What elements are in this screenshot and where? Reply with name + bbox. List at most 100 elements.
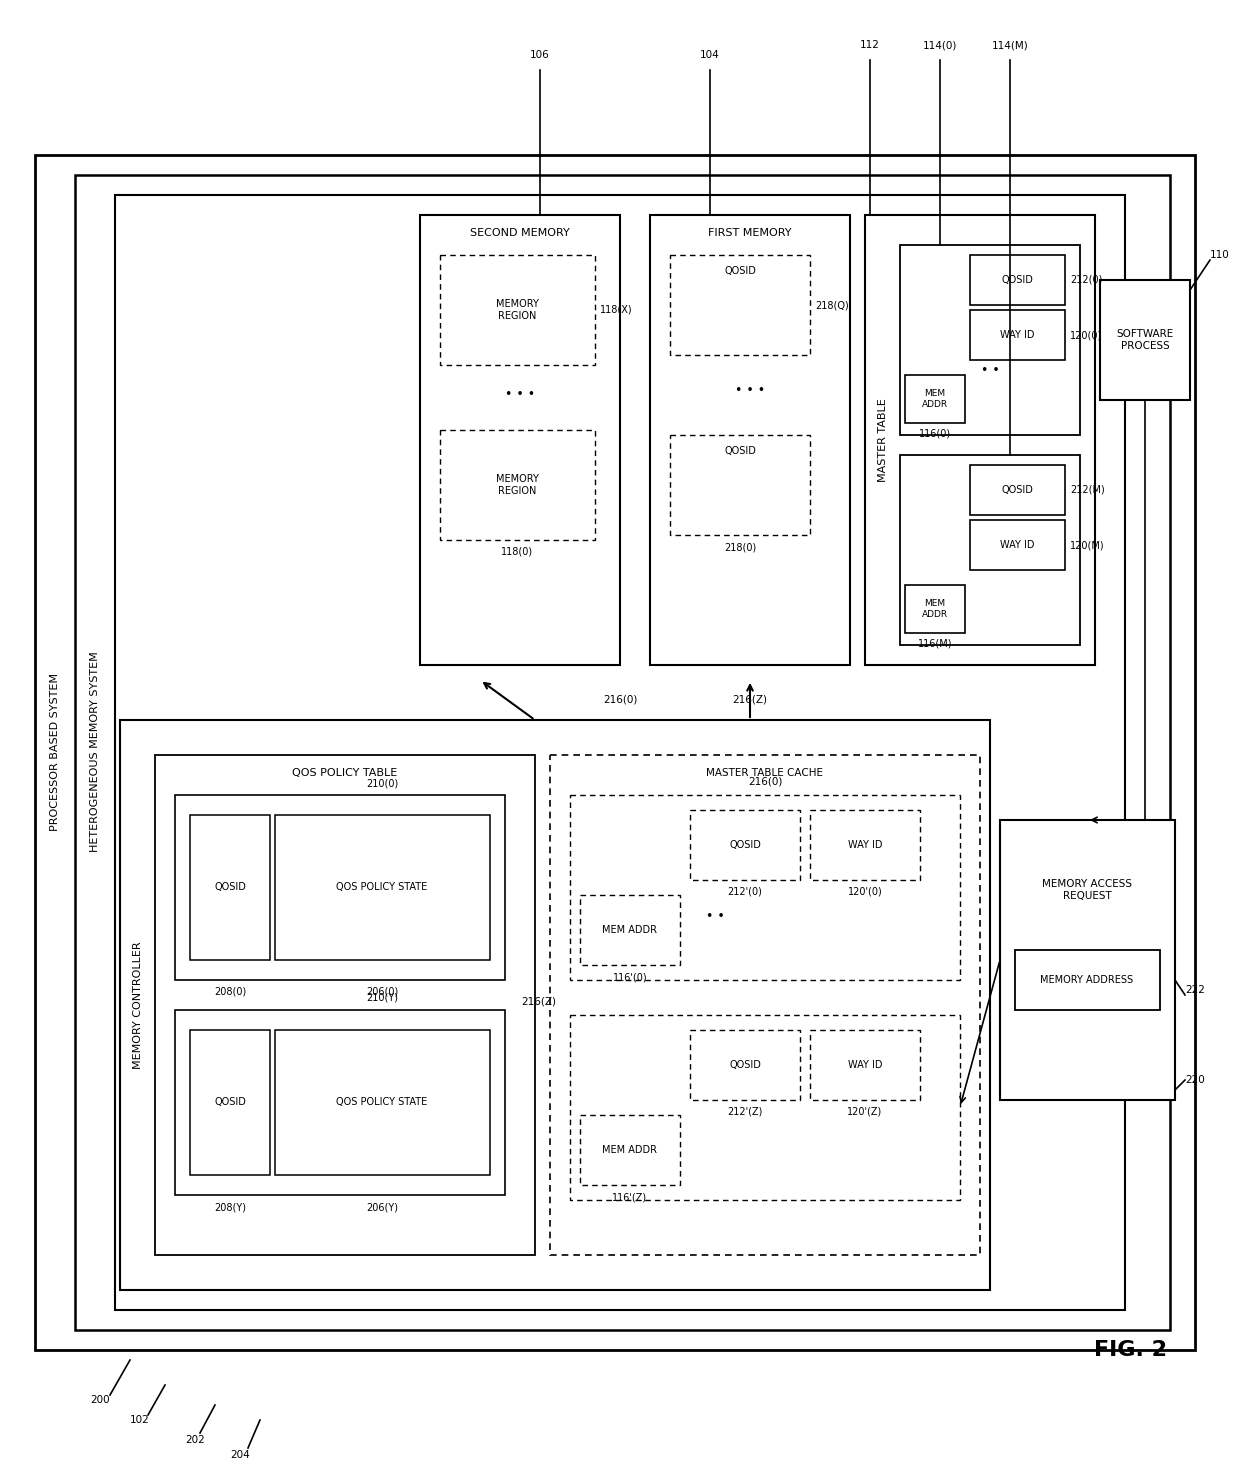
Text: 120(M): 120(M) bbox=[1070, 539, 1105, 550]
Text: MEMORY ADDRESS: MEMORY ADDRESS bbox=[1040, 975, 1133, 986]
Text: 120'(0): 120'(0) bbox=[848, 888, 883, 897]
Bar bbox=[190, 1030, 270, 1175]
Text: MEMORY ACCESS
REQUEST: MEMORY ACCESS REQUEST bbox=[1042, 879, 1132, 901]
Text: 116'(0): 116'(0) bbox=[613, 972, 647, 983]
Bar bbox=[970, 465, 1065, 516]
Text: 116(M): 116(M) bbox=[918, 637, 952, 648]
Bar bbox=[1100, 280, 1190, 400]
Bar bbox=[670, 255, 810, 356]
Text: MEMORY CONTROLLER: MEMORY CONTROLLER bbox=[133, 941, 143, 1069]
Bar bbox=[1016, 950, 1159, 1011]
Text: SOFTWARE
PROCESS: SOFTWARE PROCESS bbox=[1116, 329, 1173, 351]
Text: 216(0): 216(0) bbox=[603, 695, 637, 705]
Bar bbox=[970, 520, 1065, 571]
Bar bbox=[190, 815, 270, 960]
Text: QOSID: QOSID bbox=[724, 265, 756, 276]
Bar bbox=[440, 255, 595, 365]
Text: PROCESSOR BASED SYSTEM: PROCESSOR BASED SYSTEM bbox=[50, 673, 60, 831]
Text: HETEROGENEOUS MEMORY SYSTEM: HETEROGENEOUS MEMORY SYSTEM bbox=[91, 652, 100, 852]
Bar bbox=[275, 1030, 490, 1175]
Bar bbox=[570, 794, 960, 980]
Text: 114(0): 114(0) bbox=[923, 40, 957, 50]
Bar bbox=[866, 215, 1095, 665]
Text: 120(0): 120(0) bbox=[1070, 330, 1102, 339]
Bar bbox=[175, 1011, 505, 1194]
Text: WAY ID: WAY ID bbox=[848, 1060, 882, 1070]
Text: 102: 102 bbox=[130, 1415, 150, 1426]
Bar bbox=[670, 436, 810, 535]
Bar bbox=[120, 720, 990, 1289]
Text: 204: 204 bbox=[231, 1449, 250, 1460]
Bar bbox=[580, 1114, 680, 1186]
Text: QOSID: QOSID bbox=[215, 882, 246, 892]
Text: 202: 202 bbox=[185, 1435, 205, 1445]
Text: • •: • • bbox=[981, 363, 999, 376]
Text: MASTER TABLE CACHE: MASTER TABLE CACHE bbox=[707, 768, 823, 778]
Text: MEMORY
REGION: MEMORY REGION bbox=[496, 299, 538, 320]
Text: 218(0): 218(0) bbox=[724, 542, 756, 551]
Text: FIRST MEMORY: FIRST MEMORY bbox=[708, 228, 792, 239]
Bar bbox=[900, 245, 1080, 436]
Text: MEM ADDR: MEM ADDR bbox=[603, 925, 657, 935]
Text: 118(X): 118(X) bbox=[600, 305, 632, 316]
Text: 206(Y): 206(Y) bbox=[366, 1202, 398, 1212]
Text: WAY ID: WAY ID bbox=[999, 539, 1034, 550]
Text: QOSID: QOSID bbox=[1001, 276, 1033, 285]
Bar bbox=[551, 754, 980, 1255]
Bar bbox=[905, 375, 965, 422]
Text: QOSID: QOSID bbox=[1001, 485, 1033, 495]
Text: WAY ID: WAY ID bbox=[848, 840, 882, 851]
Text: 208(0): 208(0) bbox=[213, 987, 246, 997]
Text: 112: 112 bbox=[861, 40, 880, 50]
Text: 116(0): 116(0) bbox=[919, 428, 951, 439]
Bar bbox=[810, 811, 920, 880]
Bar bbox=[905, 585, 965, 633]
Text: 116'(Z): 116'(Z) bbox=[613, 1192, 647, 1202]
Text: 118(0): 118(0) bbox=[501, 547, 533, 557]
Text: 212(M): 212(M) bbox=[1070, 485, 1105, 495]
Text: 220: 220 bbox=[1185, 1074, 1205, 1085]
Bar bbox=[175, 794, 505, 980]
Bar bbox=[970, 255, 1065, 305]
Text: MEMORY
REGION: MEMORY REGION bbox=[496, 474, 538, 496]
Text: 106: 106 bbox=[531, 50, 549, 59]
Text: 110: 110 bbox=[1210, 250, 1230, 259]
Bar bbox=[420, 215, 620, 665]
Text: 206(0): 206(0) bbox=[366, 987, 398, 997]
Bar bbox=[900, 455, 1080, 645]
Text: FIG. 2: FIG. 2 bbox=[1094, 1340, 1167, 1360]
Text: QOS POLICY TABLE: QOS POLICY TABLE bbox=[293, 768, 398, 778]
Text: 200: 200 bbox=[91, 1395, 110, 1405]
Text: MASTER TABLE: MASTER TABLE bbox=[878, 399, 888, 482]
Bar bbox=[275, 815, 490, 960]
Bar bbox=[689, 1030, 800, 1100]
Text: 216(Z): 216(Z) bbox=[733, 695, 768, 705]
Bar bbox=[970, 310, 1065, 360]
Bar bbox=[115, 196, 1125, 1310]
Text: 210(Y): 210(Y) bbox=[366, 993, 398, 1003]
Bar bbox=[999, 820, 1176, 1100]
Text: MEM ADDR: MEM ADDR bbox=[603, 1146, 657, 1154]
Text: 212'(Z): 212'(Z) bbox=[728, 1107, 763, 1117]
Text: 212'(0): 212'(0) bbox=[728, 888, 763, 897]
Bar bbox=[440, 430, 595, 539]
Bar bbox=[155, 754, 534, 1255]
Text: QOS POLICY STATE: QOS POLICY STATE bbox=[336, 882, 428, 892]
Text: 212(0): 212(0) bbox=[1070, 276, 1102, 285]
Text: MEM
ADDR: MEM ADDR bbox=[921, 390, 949, 409]
Text: QOSID: QOSID bbox=[729, 1060, 761, 1070]
Text: 216(Z): 216(Z) bbox=[521, 996, 556, 1006]
Bar bbox=[580, 895, 680, 965]
Bar bbox=[810, 1030, 920, 1100]
Text: QOSID: QOSID bbox=[729, 840, 761, 851]
Text: 208(Y): 208(Y) bbox=[215, 1202, 246, 1212]
Bar bbox=[689, 811, 800, 880]
Text: 114(M): 114(M) bbox=[992, 40, 1028, 50]
Text: 120'(Z): 120'(Z) bbox=[847, 1107, 883, 1117]
Text: 216(0): 216(0) bbox=[748, 777, 782, 785]
Text: QOSID: QOSID bbox=[215, 1097, 246, 1107]
Text: SECOND MEMORY: SECOND MEMORY bbox=[470, 228, 570, 239]
Bar bbox=[570, 1015, 960, 1200]
Text: MEM
ADDR: MEM ADDR bbox=[921, 599, 949, 618]
Text: 218(Q): 218(Q) bbox=[815, 299, 848, 310]
